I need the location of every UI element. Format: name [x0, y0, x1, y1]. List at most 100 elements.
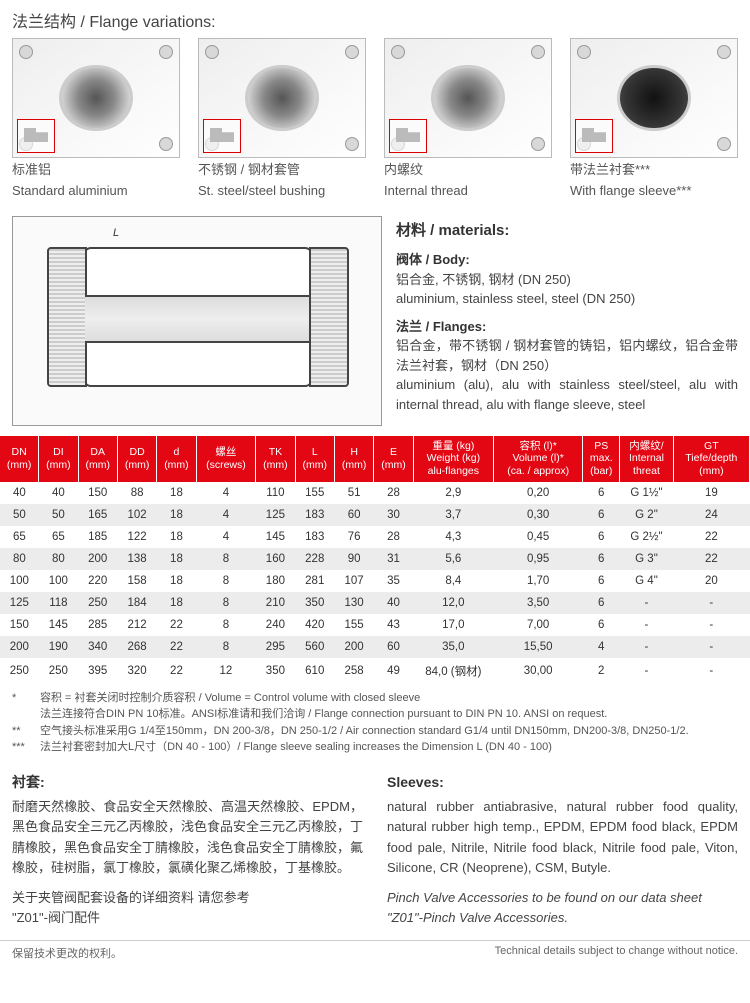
table-cell: 0,20: [494, 482, 583, 504]
table-cell: 49: [374, 658, 413, 684]
table-cell: 8: [196, 548, 256, 570]
table-cell: 145: [39, 614, 78, 636]
table-row: 1251182501841882103501304012,03,506--: [0, 592, 750, 614]
table-cell: 180: [256, 570, 295, 592]
table-cell: 76: [334, 526, 373, 548]
table-cell: 228: [295, 548, 334, 570]
flange-caption-cn: 内螺纹: [384, 158, 552, 179]
table-row: 505016510218412518360303,70,306G 2"24: [0, 504, 750, 526]
table-header: d(mm): [157, 436, 196, 482]
table-header: DN(mm): [0, 436, 39, 482]
table-cell: 3,7: [413, 504, 493, 526]
table-cell: 2,9: [413, 482, 493, 504]
table-cell: 130: [334, 592, 373, 614]
table-header: 重量 (kg)Weight (kg)alu-flanges: [413, 436, 493, 482]
table-header: PSmax.(bar): [583, 436, 620, 482]
table-cell: 22: [157, 614, 196, 636]
table-cell: 18: [157, 504, 196, 526]
table-cell: 420: [295, 614, 334, 636]
table-cell: -: [620, 658, 673, 684]
table-header: DA(mm): [78, 436, 117, 482]
table-cell: 184: [117, 592, 156, 614]
sleeves-en-text: natural rubber antiabrasive, natural rub…: [387, 797, 738, 878]
table-cell: 285: [78, 614, 117, 636]
table-cell: 145: [256, 526, 295, 548]
table-cell: 185: [78, 526, 117, 548]
sleeves-cn-ref1: 关于夹管阀配套设备的详细资料 请您参考: [12, 888, 363, 908]
table-cell: 250: [78, 592, 117, 614]
flange-image: [12, 38, 180, 158]
table-cell: 18: [157, 548, 196, 570]
table-cell: 250: [0, 658, 39, 684]
table-cell: 6: [583, 482, 620, 504]
table-cell: 5,6: [413, 548, 493, 570]
sleeves-cn-text: 耐磨天然橡胶、食品安全天然橡胶、高温天然橡胶、EPDM，黑色食品安全三元乙丙橡胶…: [12, 797, 363, 878]
table-cell: 80: [39, 548, 78, 570]
table-cell: 268: [117, 636, 156, 658]
table-cell: 40: [39, 482, 78, 504]
table-cell: 8: [196, 592, 256, 614]
table-cell: 88: [117, 482, 156, 504]
table-cell: 4: [196, 504, 256, 526]
table-cell: 183: [295, 526, 334, 548]
table-cell: 19: [673, 482, 749, 504]
flange-image: [384, 38, 552, 158]
flange-caption-cn: 不锈钢 / 钢材套管: [198, 158, 366, 179]
sleeves-en-ref: Pinch Valve Accessories to be found on o…: [387, 888, 738, 928]
table-cell: 30,00: [494, 658, 583, 684]
table-cell: 51: [334, 482, 373, 504]
flange-caption-en: Standard aluminium: [12, 179, 180, 200]
sleeves-cn-col: 衬套: 耐磨天然橡胶、食品安全天然橡胶、高温天然橡胶、EPDM，黑色食品安全三元…: [12, 772, 363, 929]
table-cell: 6: [583, 570, 620, 592]
flange-variations-row: 标准铝 Standard aluminium 不锈钢 / 钢材套管 St. st…: [0, 38, 750, 208]
table-header: DI(mm): [39, 436, 78, 482]
table-cell: 7,00: [494, 614, 583, 636]
note-row: *容积 = 衬套关闭时控制介质容积 / Volume = Control vol…: [12, 690, 738, 707]
table-cell: 15,50: [494, 636, 583, 658]
table-cell: 125: [256, 504, 295, 526]
table-cell: 6: [583, 526, 620, 548]
table-cell: 28: [374, 526, 413, 548]
flange-caption-cn: 标准铝: [12, 158, 180, 179]
table-cell: 155: [295, 482, 334, 504]
flange-image: [198, 38, 366, 158]
flanges-cn: 铝合金，带不锈钢 / 钢材套管的铸铝，铝内螺纹，铝合金带法兰衬套，钢材（DN 2…: [396, 336, 738, 375]
footer-right: Technical details subject to change with…: [495, 945, 738, 961]
table-cell: 350: [295, 592, 334, 614]
table-header: H(mm): [334, 436, 373, 482]
table-cell: 155: [334, 614, 373, 636]
table-cell: 18: [157, 526, 196, 548]
table-cell: 6: [583, 592, 620, 614]
table-cell: 258: [334, 658, 373, 684]
table-cell: 60: [334, 504, 373, 526]
table-cell: -: [620, 592, 673, 614]
table-cell: 65: [0, 526, 39, 548]
table-cell: 40: [0, 482, 39, 504]
table-row: 25025039532022123506102584984,0 (钢材)30,0…: [0, 658, 750, 684]
table-cell: 220: [78, 570, 117, 592]
table-cell: 20: [673, 570, 749, 592]
table-cell: 24: [673, 504, 749, 526]
table-cell: 1,70: [494, 570, 583, 592]
table-cell: 84,0 (钢材): [413, 658, 493, 684]
table-cell: 50: [39, 504, 78, 526]
table-cell: 158: [117, 570, 156, 592]
flanges-heading: 法兰 / Flanges:: [396, 317, 738, 337]
footer-left: 保留技术更改的权利。: [12, 945, 122, 961]
table-cell: 395: [78, 658, 117, 684]
flange-caption-cn: 带法兰衬套***: [570, 158, 738, 179]
table-cell: G 3": [620, 548, 673, 570]
table-cell: 240: [256, 614, 295, 636]
table-cell: 110: [256, 482, 295, 504]
table-row: 100100220158188180281107358,41,706G 4"20: [0, 570, 750, 592]
table-cell: G 1½": [620, 482, 673, 504]
table-header: 容积 (l)*Volume (l)*(ca. / approx): [494, 436, 583, 482]
table-cell: 43: [374, 614, 413, 636]
table-cell: 100: [0, 570, 39, 592]
table-cell: 31: [374, 548, 413, 570]
table-cell: 12: [196, 658, 256, 684]
table-cell: 160: [256, 548, 295, 570]
table-cell: 165: [78, 504, 117, 526]
page-title: 法兰结构 / Flange variations:: [0, 0, 750, 38]
table-cell: G 2½": [620, 526, 673, 548]
